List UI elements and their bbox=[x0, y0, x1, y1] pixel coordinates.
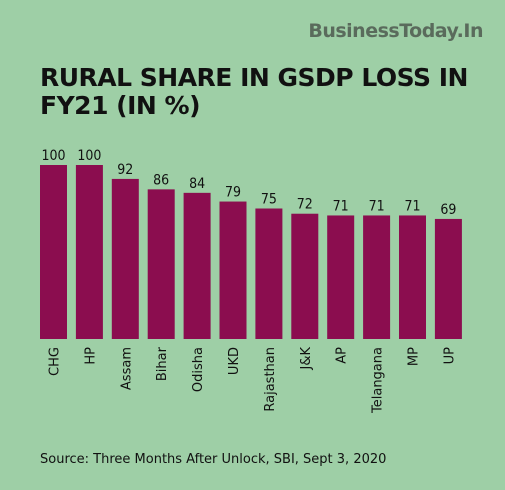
bar-chg bbox=[40, 165, 67, 339]
bar-mp bbox=[399, 215, 426, 339]
category-label: HP bbox=[83, 347, 98, 365]
bar-jk bbox=[291, 213, 319, 339]
value-label: 100 bbox=[77, 148, 101, 164]
value-label: 100 bbox=[41, 148, 65, 164]
category-label: MP bbox=[407, 347, 422, 366]
value-label: 69 bbox=[440, 202, 456, 218]
value-label: 92 bbox=[117, 162, 133, 178]
chart-title: RURAL SHARE IN GSDP LOSS IN FY21 (IN %) bbox=[40, 63, 468, 120]
value-label: 84 bbox=[189, 176, 205, 192]
category-label: UP bbox=[442, 347, 457, 365]
value-label: 71 bbox=[369, 198, 385, 214]
category-label: Rajasthan bbox=[263, 347, 278, 412]
value-label: 75 bbox=[261, 192, 277, 208]
category-label: Assam bbox=[119, 347, 134, 390]
bar-assam bbox=[111, 178, 139, 339]
category-label: AP bbox=[335, 347, 350, 364]
value-label: 86 bbox=[153, 172, 169, 188]
bar-hp bbox=[75, 165, 103, 339]
bars-group bbox=[40, 165, 462, 339]
value-label: 72 bbox=[297, 197, 313, 213]
category-label: CHG bbox=[48, 347, 63, 376]
category-labels-group: CHG HP Assam Bihar Odisha UKD Rajasthan J&K AP Te… bbox=[48, 346, 458, 414]
value-labels-group: 100 100 92 86 84 79 75 72 71 71 71 69 bbox=[41, 148, 456, 218]
bar-up bbox=[434, 218, 462, 339]
category-label: Telangana bbox=[371, 347, 386, 414]
value-label: 71 bbox=[404, 198, 420, 214]
category-label: J&K bbox=[299, 347, 314, 371]
value-label: 71 bbox=[333, 198, 349, 214]
bar-telangana bbox=[363, 215, 391, 339]
bar-ap bbox=[327, 215, 355, 339]
bar-bihar bbox=[147, 189, 175, 339]
value-label: 79 bbox=[225, 185, 241, 201]
bar-rajasthan bbox=[255, 208, 283, 339]
brand-logo: BusinessToday.In bbox=[308, 20, 483, 42]
source-note: Source: Three Months After Unlock, SBI, … bbox=[40, 452, 387, 467]
bar-chart: 100 100 92 86 84 79 75 72 71 71 71 69 CHG HP Assam Bih… bbox=[40, 148, 462, 414]
category-label: UKD bbox=[227, 347, 242, 375]
bar-odisha bbox=[183, 192, 211, 339]
category-label: Bihar bbox=[155, 346, 170, 381]
category-label: Odisha bbox=[191, 347, 206, 392]
bar-ukd bbox=[219, 201, 247, 339]
